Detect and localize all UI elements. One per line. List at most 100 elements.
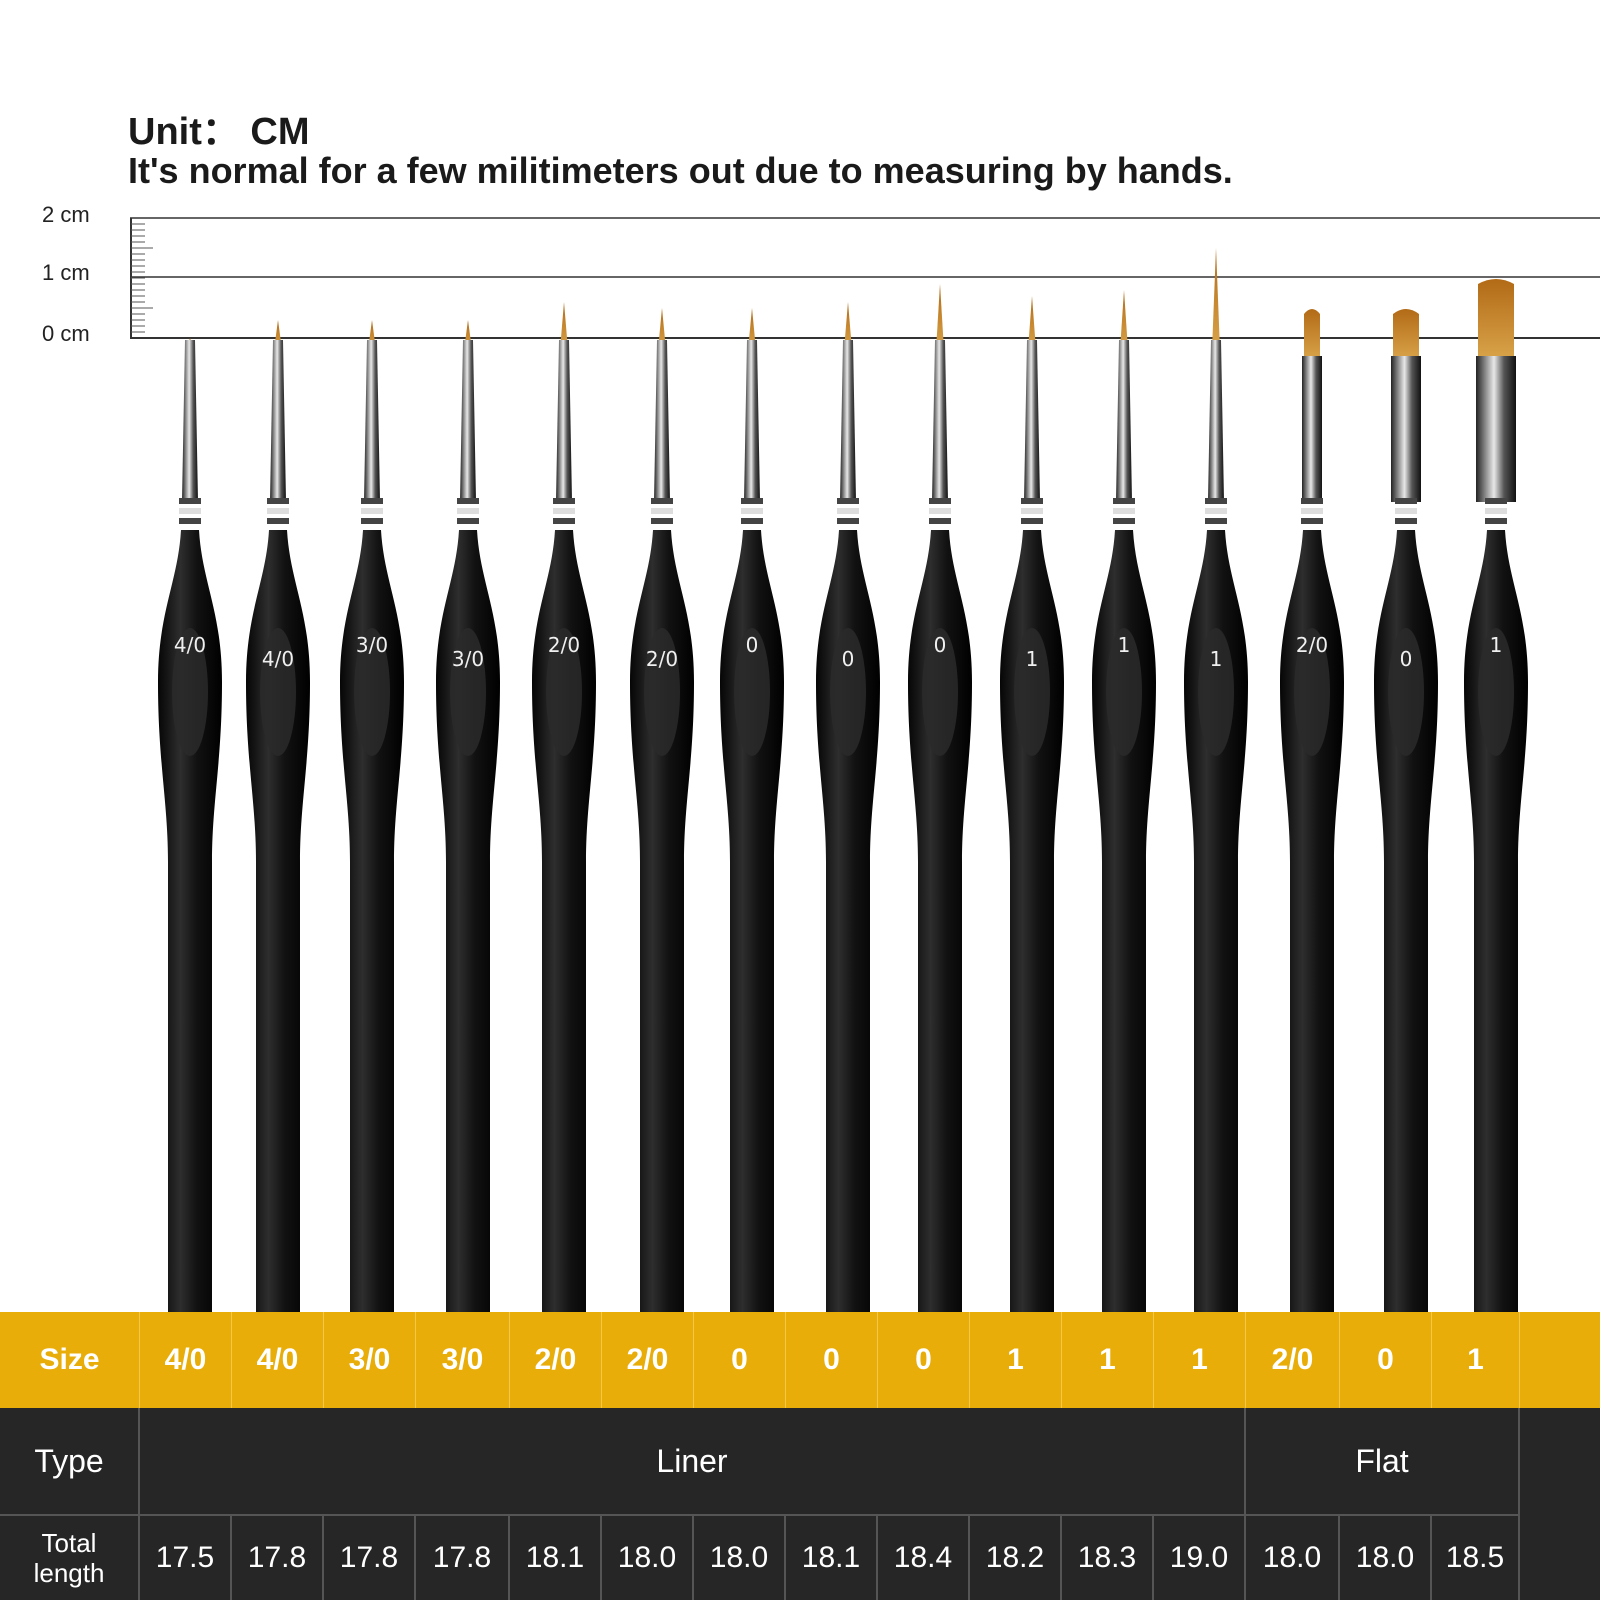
bristle: [844, 302, 852, 350]
handle: [436, 530, 500, 1315]
bristle: [1120, 290, 1128, 350]
bristle: [1393, 309, 1419, 360]
brush: 1: [1184, 248, 1248, 1315]
brush: 3/0: [340, 320, 404, 1315]
crimp-band: [1301, 498, 1323, 504]
size-cell: 2/0: [1246, 1312, 1340, 1408]
handle-facet: [1388, 628, 1424, 756]
length-cell: 18.0: [602, 1516, 694, 1600]
ferrule: [1024, 340, 1040, 502]
handle: [630, 530, 694, 1315]
handle-size-mark: 2/0: [548, 633, 580, 657]
brush: 1: [1000, 296, 1064, 1315]
crimp-band: [1205, 508, 1227, 514]
handle-size-mark: 4/0: [174, 633, 206, 657]
handle-size-mark: 4/0: [262, 647, 294, 671]
length-cell: 17.8: [232, 1516, 324, 1600]
size-cell: 4/0: [140, 1312, 232, 1408]
ferrule: [270, 340, 286, 502]
handle: [1374, 530, 1438, 1315]
ruler-label-1cm: 1 cm: [42, 260, 90, 285]
handle-facet: [1014, 628, 1050, 756]
crimp-band: [361, 498, 383, 504]
crimp-band: [741, 498, 763, 504]
ferrule: [1476, 356, 1516, 502]
crimp-band: [361, 508, 383, 514]
crimp-band: [1485, 518, 1507, 524]
crimp-band: [741, 508, 763, 514]
length-cell: 18.5: [1432, 1516, 1520, 1600]
handle: [158, 530, 222, 1315]
size-cell: 0: [786, 1312, 878, 1408]
ferrule: [654, 340, 670, 502]
crimp-band: [1205, 498, 1227, 504]
handle-facet: [354, 628, 390, 756]
handle-facet: [260, 628, 296, 756]
handle-size-mark: 0: [1400, 647, 1413, 671]
bristle: [1304, 309, 1320, 360]
handle-facet: [546, 628, 582, 756]
handle-size-mark: 1: [1118, 633, 1131, 657]
size-cell: 2/0: [510, 1312, 602, 1408]
crimp-band: [1021, 518, 1043, 524]
crimp-band: [1113, 518, 1135, 524]
crimp-band: [457, 508, 479, 514]
handle-size-mark: 2/0: [1296, 633, 1328, 657]
bristle: [936, 284, 944, 350]
crimp-band: [457, 498, 479, 504]
handle-size-mark: 0: [934, 633, 947, 657]
ferrule: [556, 340, 572, 502]
handle-size-mark: 3/0: [356, 633, 388, 657]
length-cell: 17.8: [416, 1516, 510, 1600]
length-cell: 18.0: [1246, 1516, 1340, 1600]
crimp-band: [651, 508, 673, 514]
length-cell: 18.1: [786, 1516, 878, 1600]
handle-facet: [644, 628, 680, 756]
crimp-band: [837, 508, 859, 514]
handle: [1000, 530, 1064, 1315]
brush: 2/0: [532, 302, 596, 1315]
handle: [908, 530, 972, 1315]
crimp-band: [1395, 498, 1417, 504]
crimp-band: [1301, 508, 1323, 514]
handle-facet: [1198, 628, 1234, 756]
length-cell: 17.5: [140, 1516, 232, 1600]
ruler-lines: [130, 217, 1600, 339]
handle-facet: [1478, 628, 1514, 756]
crimp-band: [457, 518, 479, 524]
brush: 1: [1464, 279, 1528, 1315]
ferrule: [364, 340, 380, 502]
ferrule: [932, 340, 948, 502]
length-cell: 18.0: [694, 1516, 786, 1600]
length-cell: 18.2: [970, 1516, 1062, 1600]
length-cell: 18.4: [878, 1516, 970, 1600]
crimp-band: [1021, 498, 1043, 504]
handle: [532, 530, 596, 1315]
bristle: [560, 302, 568, 350]
size-cell: 4/0: [232, 1312, 324, 1408]
bristle: [748, 308, 756, 350]
crimp-band: [929, 498, 951, 504]
crimp-band: [179, 498, 201, 504]
handle-size-mark: 3/0: [452, 647, 484, 671]
handle-facet: [172, 628, 208, 756]
type-header: Type: [0, 1408, 140, 1516]
crimp-band: [361, 518, 383, 524]
brush: 0: [1374, 309, 1438, 1315]
ferrule: [1391, 356, 1421, 502]
handle-size-mark: 1: [1210, 647, 1223, 671]
crimp-band: [553, 518, 575, 524]
handle-facet: [830, 628, 866, 756]
brush: 1: [1092, 290, 1156, 1315]
crimp-band: [929, 518, 951, 524]
length-cell: 19.0: [1154, 1516, 1246, 1600]
length-header-line1: Total: [41, 1528, 97, 1558]
ferrule: [744, 340, 760, 502]
brush: 2/0: [630, 308, 694, 1315]
crimp-band: [1485, 498, 1507, 504]
size-cell: 1: [970, 1312, 1062, 1408]
crimp-band: [267, 498, 289, 504]
brush: 0: [816, 302, 880, 1315]
crimp-band: [1395, 508, 1417, 514]
crimp-band: [741, 518, 763, 524]
